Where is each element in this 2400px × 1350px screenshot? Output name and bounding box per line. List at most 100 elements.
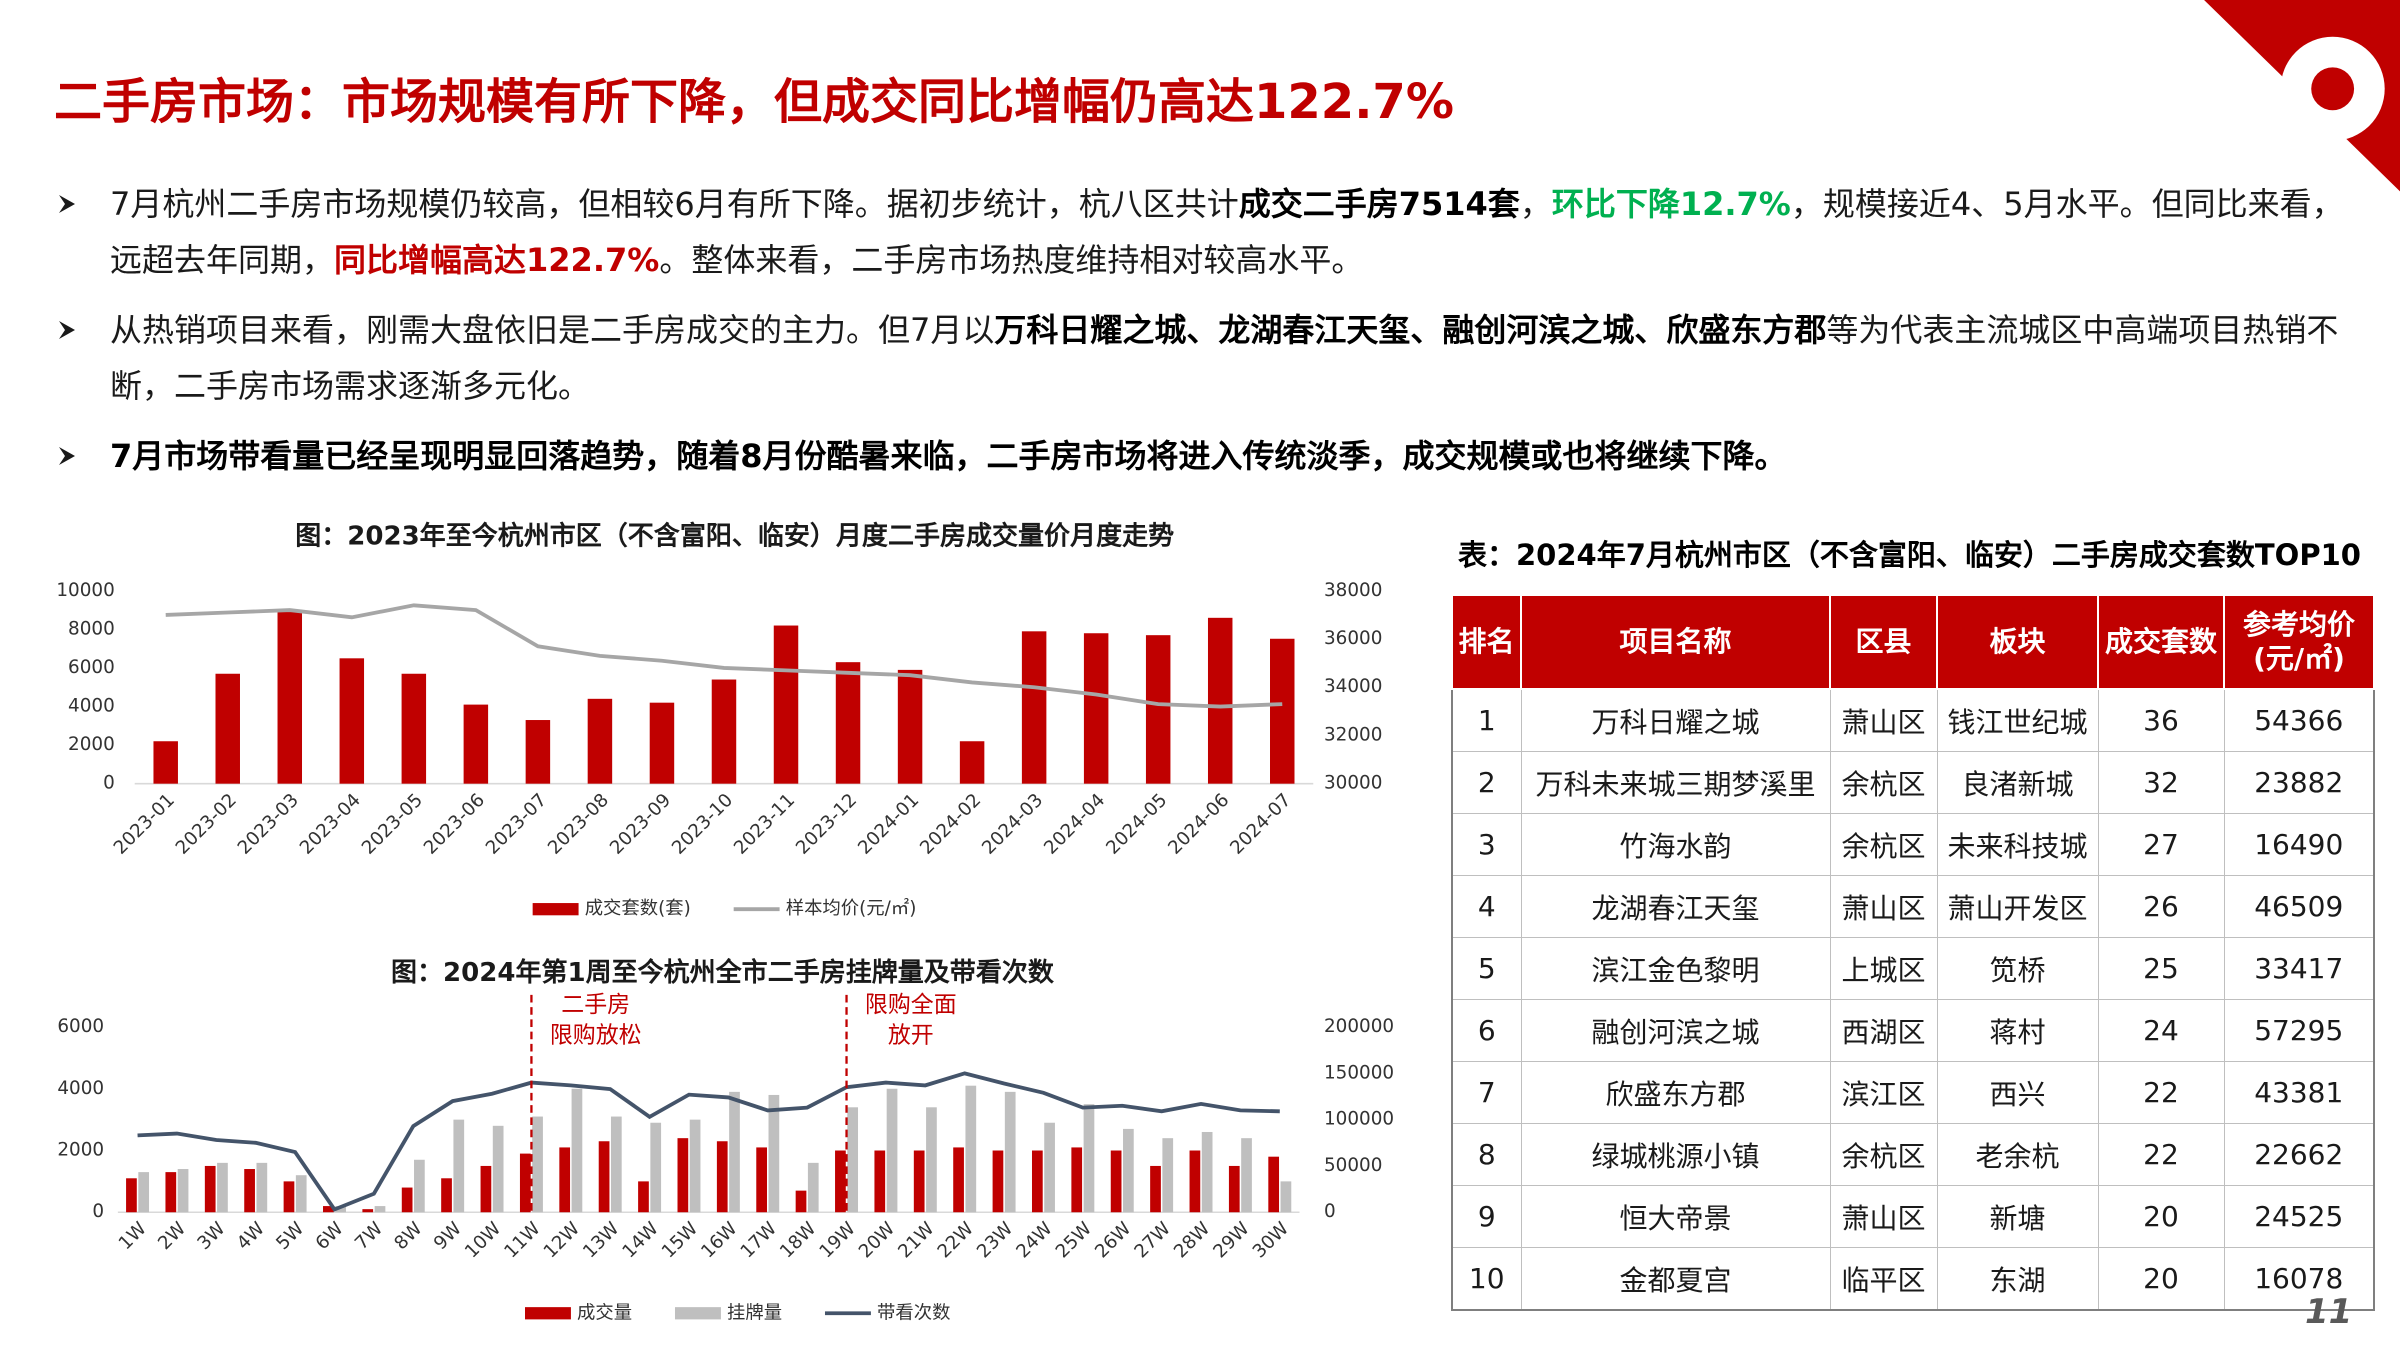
bar [571, 1088, 583, 1213]
table-cell: 余杭区 [1829, 1123, 1938, 1186]
legend-swatch [532, 903, 579, 916]
table-cell: 2 [1451, 751, 1522, 814]
x-tick-label: 22W [934, 1218, 978, 1262]
bar [492, 1125, 504, 1213]
bar [126, 1178, 137, 1213]
table-cell: 萧山区 [1829, 688, 1938, 752]
x-tick-label: 2023-04 [296, 790, 365, 859]
slide-title: 二手房市场：市场规模有所下降，但成交同比增幅仍高达122.7% [54, 74, 1454, 130]
bar [1189, 1150, 1201, 1213]
bar [689, 1119, 701, 1213]
table-cell: 临平区 [1829, 1247, 1938, 1311]
y2-tick-label: 0 [1324, 1201, 1336, 1222]
bar [807, 1162, 819, 1213]
legend-label: 成交套数(套) [585, 898, 691, 919]
page-number: 11 [2305, 1292, 2353, 1332]
bar [519, 1153, 531, 1213]
legend-label: 成交量 [577, 1302, 632, 1323]
x-tick-label: 6W [312, 1218, 348, 1254]
bar [153, 741, 178, 784]
bar [1083, 633, 1109, 784]
table-cell: 钱江世纪城 [1936, 688, 2099, 752]
table-row: 5 滨江金色黎明 上城区 笕桥 25 33417 [1451, 937, 2375, 1000]
x-tick-label: 29W [1209, 1218, 1253, 1262]
x-tick-label: 5W [272, 1218, 308, 1254]
bar [598, 1141, 610, 1213]
x-tick-label: 26W [1091, 1218, 1135, 1262]
bar [1268, 1156, 1280, 1213]
table-row: 2 万科未来城三期梦溪里 余杭区 良渚新城 32 23882 [1451, 751, 2375, 814]
bar [649, 702, 675, 784]
annotation-text: 放开 [888, 1023, 934, 1049]
x-tick-label: 2023-07 [482, 790, 551, 859]
bar [217, 1162, 228, 1213]
table-row: 3 竹海水韵 余杭区 未来科技城 27 16490 [1451, 813, 2375, 876]
bar [339, 658, 365, 784]
x-tick-label: 14W [619, 1218, 663, 1262]
bullet-text: 等为代表主流城区中高端项目热销不断，二手房市场需求逐渐多元化。 [110, 311, 2339, 405]
table-cell: 良渚新城 [1936, 751, 2099, 814]
table-cell: 万科日耀之城 [1520, 688, 1831, 752]
y-tick-label: 4000 [68, 696, 115, 717]
chart-title: 图：2023年至今杭州市区（不含富阳、临安）月度二手房成交量价月度走势 [295, 521, 1174, 552]
table-cell: 上城区 [1829, 937, 1938, 1000]
annotation-text: 二手房 [561, 992, 630, 1018]
bar [256, 1162, 268, 1213]
legend-swatch [525, 1307, 571, 1320]
bar [1228, 1165, 1240, 1213]
x-tick-label: 3W [194, 1218, 230, 1254]
table-cell: 46509 [2223, 875, 2375, 938]
table-cell: 老余杭 [1936, 1123, 2099, 1186]
x-tick-label: 20W [855, 1218, 899, 1262]
y-tick-label: 2000 [68, 734, 115, 755]
table-cell: 8 [1451, 1123, 1522, 1186]
y2-tick-label: 32000 [1324, 724, 1382, 745]
x-tick-label: 2023-05 [358, 790, 427, 859]
x-tick-label: 1W [115, 1218, 151, 1254]
table-cell: 27 [2097, 813, 2225, 876]
bar [374, 1206, 386, 1213]
y2-tick-label: 38000 [1324, 580, 1382, 601]
bullet-marker [59, 195, 75, 213]
table-cell: 20 [2097, 1247, 2225, 1311]
x-tick-label: 21W [894, 1218, 938, 1262]
x-tick-label: 2023-10 [668, 790, 737, 859]
bar [204, 1165, 216, 1213]
bar [480, 1165, 492, 1213]
y-tick-label: 0 [92, 1201, 104, 1222]
y2-tick-label: 150000 [1324, 1062, 1394, 1083]
table-cell: 4 [1451, 875, 1522, 938]
table-cell: 20 [2097, 1185, 2225, 1248]
bullet-marker [59, 447, 75, 465]
x-tick-label: 2023-02 [172, 790, 241, 859]
table-cell: 萧山区 [1829, 875, 1938, 938]
bar [638, 1181, 649, 1213]
table-cell: 金都夏宫 [1520, 1247, 1831, 1311]
bar [835, 1150, 846, 1213]
bar [768, 1094, 780, 1213]
bar [1044, 1122, 1055, 1213]
table-row: 10 金都夏宫 临平区 东湖 20 16078 [1451, 1247, 2375, 1311]
bar [362, 1209, 374, 1213]
x-tick-label: 2023-03 [234, 790, 303, 859]
y2-tick-label: 34000 [1324, 676, 1382, 697]
bullet: 7月市场带看量已经呈现明显回落趋势，随着8月份酷暑来临，二手房市场将进入传统淡季… [59, 428, 2350, 484]
y2-tick-label: 36000 [1324, 628, 1382, 649]
table-cell: 笕桥 [1936, 937, 2099, 1000]
bar [215, 673, 240, 784]
bullet-text: 成交二手房7514套 [1238, 185, 1520, 223]
bar [559, 1147, 571, 1213]
table-cell: 7 [1451, 1061, 1522, 1124]
bar [1123, 1128, 1134, 1213]
y-tick-label: 6000 [57, 1016, 104, 1037]
table-header: 排名 项目名称 区县 板块 成交套数 参考均价 (元/㎡) [1451, 594, 2375, 690]
bar [138, 1172, 150, 1213]
table-cell: 25 [2097, 937, 2225, 1000]
x-tick-label: 28W [1170, 1218, 1214, 1262]
header-cell: 板块 [1936, 594, 2099, 690]
table-row: 9 恒大帝景 萧山区 新塘 20 24525 [1451, 1185, 2375, 1248]
x-tick-label: 9W [430, 1218, 466, 1254]
x-tick-label: 2024-03 [978, 790, 1047, 859]
bar [441, 1178, 452, 1213]
